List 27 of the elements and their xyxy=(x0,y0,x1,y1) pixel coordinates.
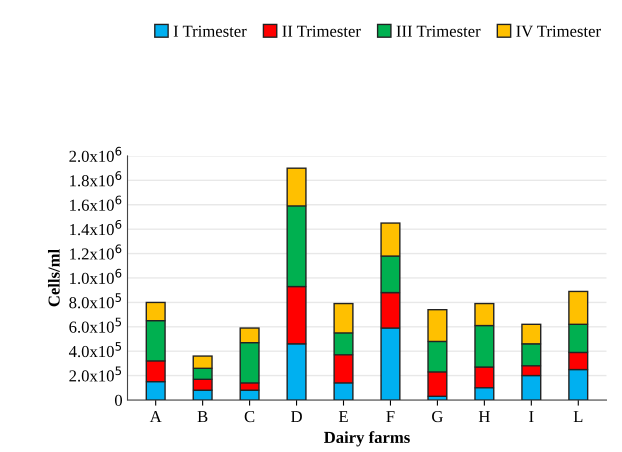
legend-label: III Trimester xyxy=(396,26,481,37)
y-tick-label: 1.4x10$^{6}$ xyxy=(70,220,122,236)
x-tick-label: A xyxy=(150,411,162,422)
y-tick-label: 4.0x10$^{5}$ xyxy=(68,342,122,358)
x-tick-label: D xyxy=(291,411,302,422)
x-axis-title: Dairy farms xyxy=(324,431,410,446)
y-tick-label: 2.0x10$^{6}$ xyxy=(69,146,122,162)
y-tick-label: 1.6x10$^{6}$ xyxy=(70,196,122,211)
legend-label: I Trimester xyxy=(174,26,247,37)
y-tick-label: 6.0x10$^{5}$ xyxy=(69,318,122,333)
x-tick-label: H xyxy=(478,411,490,422)
y-tick-label: 1.0x10$^{6}$ xyxy=(70,268,122,284)
legend-label: IV Trimester xyxy=(516,26,601,37)
y-tick-label: 1.8x10$^{6}$ xyxy=(70,171,122,186)
x-tick-label: B xyxy=(198,411,208,422)
x-tick-label: I xyxy=(529,411,534,422)
legend-label: II Trimester xyxy=(282,26,361,37)
x-tick-label: E xyxy=(338,411,348,422)
x-tick-label: G xyxy=(432,410,443,422)
x-tick-label: L xyxy=(574,411,582,422)
y-tick-label: 0 xyxy=(114,394,122,406)
x-tick-label: C xyxy=(244,410,254,422)
x-tick-label: F xyxy=(386,411,394,422)
y-tick-label: 2.0x10$^{5}$ xyxy=(69,366,122,382)
y-axis-title: Cells/ml xyxy=(48,249,60,306)
y-tick-label: 8.0x10$^{5}$ xyxy=(69,293,122,308)
y-tick-label: 1.2x10$^{6}$ xyxy=(70,244,122,260)
